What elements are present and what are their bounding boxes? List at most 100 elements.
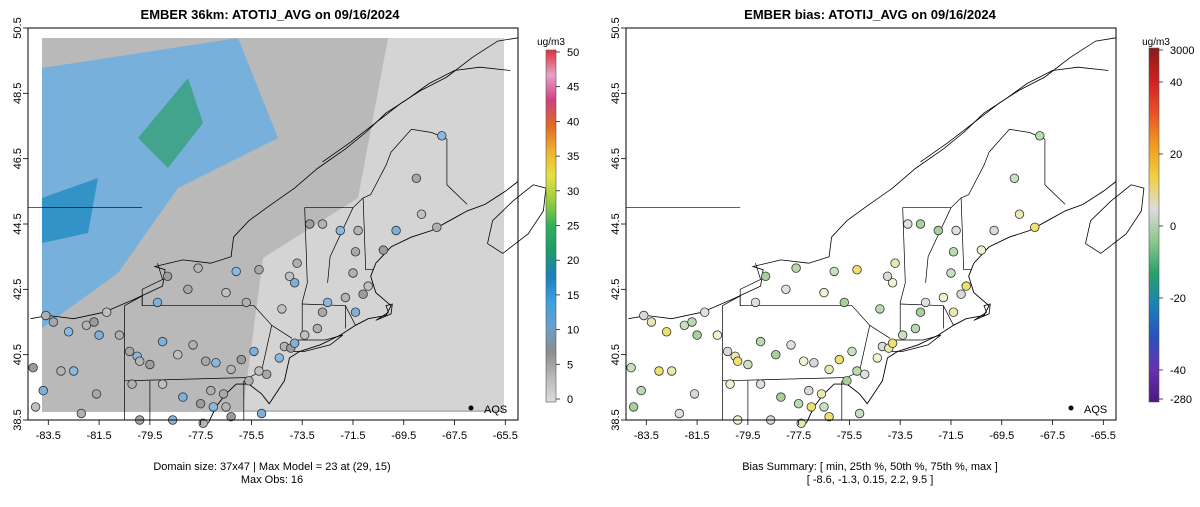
- aqs-site-marker: [226, 364, 236, 375]
- aqs-site-marker: [134, 356, 145, 366]
- left-title: EMBER 36km: ATOTIJ_AVG on 09/16/2024: [141, 7, 401, 22]
- state-border: [141, 263, 164, 306]
- aqs-site-marker: [852, 366, 862, 376]
- x-tick-label: -75.5: [239, 430, 264, 442]
- aqs-site-marker: [173, 350, 183, 360]
- aqs-site-marker: [712, 330, 723, 340]
- aqs-site-marker: [152, 297, 163, 308]
- left-y-axis: 38.5 40.5 42.5 44.5 46.5 48.5 50.5: [12, 17, 28, 431]
- aqs-site-marker: [860, 369, 870, 380]
- y-tick-label: 40.5: [12, 344, 24, 365]
- aqs-site-marker: [94, 330, 104, 340]
- aqs-site-marker: [157, 336, 168, 347]
- aqs-site-marker: [1014, 209, 1025, 219]
- aqs-site-marker: [887, 338, 898, 348]
- aqs-site-marker: [221, 287, 231, 298]
- x-tick-label: -67.5: [1040, 430, 1065, 442]
- colorbar-tick-label: 30: [567, 186, 579, 198]
- aqs-site-marker: [38, 385, 48, 396]
- aqs-site-marker: [188, 340, 198, 350]
- aqs-site-marker: [101, 307, 112, 317]
- aqs-site-marker: [416, 209, 427, 219]
- aqs-site-marker: [241, 297, 252, 308]
- aqs-site-marker: [824, 364, 834, 375]
- aqs-site-marker: [875, 304, 885, 314]
- aqs-site-marker: [236, 354, 247, 365]
- coastline: [207, 181, 519, 424]
- aqs-site-marker: [211, 358, 221, 368]
- aqs-site-marker: [842, 376, 852, 386]
- aqs-site-marker: [799, 356, 809, 366]
- aqs-site-marker: [819, 402, 829, 412]
- y-tick-label: 42.5: [12, 279, 24, 300]
- x-tick-label: -69.5: [989, 430, 1014, 442]
- aqs-site-marker: [305, 219, 315, 229]
- aqs-site-marker: [1030, 222, 1040, 233]
- right-footer-line1: Bias Summary: [ min, 25th %, 50th %, 75t…: [742, 461, 998, 473]
- aqs-site-marker: [692, 330, 702, 340]
- aqs-site-marker: [226, 412, 236, 422]
- aqs-site-marker: [793, 399, 804, 409]
- left-colorbar-ramp: [545, 49, 557, 403]
- aqs-site-marker: [437, 131, 447, 141]
- right-x-axis: -83.5 -81.5 -79.5 -77.5 -75.5 -73.5 -71.5 -69.5…: [634, 420, 1116, 442]
- y-tick-label: 50.5: [610, 17, 622, 38]
- x-tick-label: -71.5: [938, 430, 963, 442]
- right-colorbar-ramp: [1148, 47, 1160, 403]
- aqs-site-marker: [646, 317, 657, 327]
- aqs-site-marker: [322, 297, 333, 308]
- aqs-site-marker: [956, 289, 966, 299]
- aqs-site-marker: [755, 379, 766, 389]
- aqs-site-marker: [903, 219, 913, 229]
- aqs-site-marker: [353, 225, 363, 236]
- right-aqs-sites: [626, 131, 1045, 429]
- aqs-site-marker: [145, 359, 155, 370]
- aqs-site-marker: [816, 389, 827, 399]
- aqs-site-marker: [411, 173, 422, 184]
- colorbar-tick-label: -280: [1170, 394, 1192, 406]
- aqs-site-marker: [195, 399, 206, 409]
- aqs-site-marker: [157, 379, 168, 389]
- aqs-site-marker: [254, 366, 264, 376]
- aqs-site-marker: [760, 271, 771, 282]
- aqs-site-marker: [1035, 131, 1045, 141]
- right-map-outlines: [626, 37, 1145, 424]
- left-colorbar-unit: ug/m3: [537, 37, 565, 48]
- model-field-peak: [42, 178, 98, 243]
- aqs-site-marker: [289, 278, 300, 288]
- aqs-site-marker: [725, 379, 735, 389]
- colorbar-tick-label: 0: [567, 394, 573, 406]
- aqs-site-marker: [208, 402, 219, 412]
- left-aqs-sites: [28, 131, 447, 429]
- aqs-site-marker: [292, 258, 302, 268]
- aqs-site-marker: [654, 366, 664, 376]
- colorbar-tick-label: 15: [567, 290, 579, 302]
- aqs-site-marker: [289, 338, 300, 348]
- model-field-max: [138, 78, 203, 168]
- aqs-site-marker: [791, 263, 801, 273]
- coastline: [805, 181, 1117, 424]
- aqs-site-marker: [358, 289, 368, 299]
- right-colorbar-unit: ug/m3: [1142, 37, 1170, 48]
- aqs-site-marker: [256, 408, 267, 419]
- colorbar-tick-label: 45: [567, 82, 579, 94]
- state-border: [925, 207, 952, 283]
- aqs-site-marker: [1009, 173, 1020, 184]
- right-footer-line2: [ -8.6, -1.3, 0.15, 2.2, 9.5 ]: [807, 474, 934, 486]
- colorbar-tick-label: -40: [1170, 365, 1186, 377]
- st-lawrence-north-shore: [920, 37, 1117, 163]
- aqs-site-marker: [363, 281, 373, 291]
- aqs-site-marker: [806, 402, 817, 412]
- aqs-site-marker: [938, 292, 949, 303]
- aqs-site-marker: [989, 225, 999, 236]
- aqs-site-marker: [277, 304, 287, 314]
- colorbar-tick-label: 0: [1170, 221, 1176, 233]
- aqs-site-marker: [771, 350, 781, 360]
- aqs-site-marker: [687, 317, 697, 327]
- x-tick-label: -69.5: [391, 430, 416, 442]
- aqs-site-marker: [335, 225, 346, 236]
- state-border: [271, 325, 293, 339]
- aqs-site-marker: [733, 356, 743, 366]
